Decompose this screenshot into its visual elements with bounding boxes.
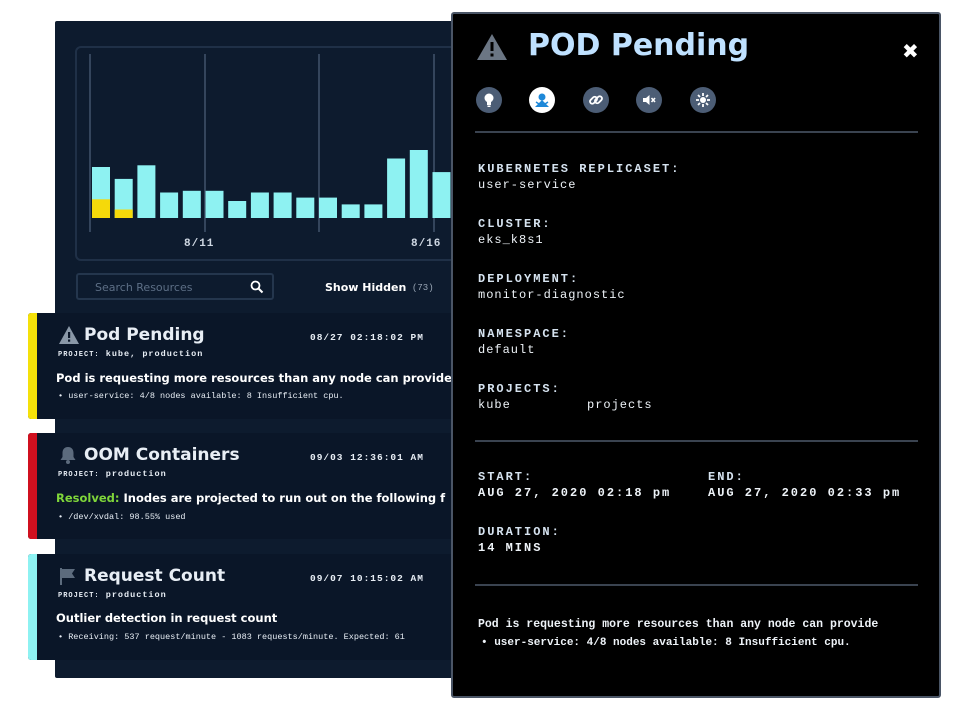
alert-description: Pod is requesting more resources than an…: [56, 371, 452, 385]
end-label: END:: [708, 470, 745, 484]
namespace-value: default: [478, 343, 536, 357]
mute-icon[interactable]: [636, 87, 662, 113]
start-value: AUG 27, 2020 02:18 pm: [478, 486, 672, 500]
warning-icon: [58, 325, 80, 349]
alert-detail: • /dev/xvdal: 98.55% used: [58, 512, 186, 522]
section-divider: [475, 584, 918, 586]
histogram-bar[interactable]: [160, 192, 179, 219]
user-assign-icon[interactable]: [529, 87, 555, 113]
project-label: PROJECT:: [58, 471, 100, 479]
histogram-bar[interactable]: [273, 192, 292, 219]
cluster-value: eks_k8s1: [478, 233, 544, 247]
warning-icon: [475, 32, 509, 66]
detail-bullet: • user-service: 4/8 nodes available: 8 I…: [481, 637, 851, 649]
alert-timestamp: 09/07 10:15:02 AM: [310, 573, 424, 584]
histogram-bar[interactable]: [114, 178, 133, 218]
histogram-bar[interactable]: [250, 192, 269, 219]
link-icon[interactable]: [583, 87, 609, 113]
end-value: AUG 27, 2020 02:33 pm: [708, 486, 902, 500]
duration-value: 14 MINS: [478, 541, 543, 555]
settings-icon[interactable]: [690, 87, 716, 113]
alert-description: Outlier detection in request count: [56, 611, 278, 625]
histogram-bar[interactable]: [205, 190, 224, 218]
alert-description-text: Inodes are projected to run out on the f…: [123, 491, 446, 505]
alert-card[interactable]: Request Count 09/07 10:15:02 AM PROJECT:…: [28, 554, 468, 660]
duration-label: DURATION:: [478, 525, 561, 539]
histogram-bar[interactable]: [319, 197, 337, 218]
histogram-svg: [89, 54, 474, 232]
project-value: kube: [478, 398, 511, 412]
alert-timestamp: 08/27 02:18:02 PM: [310, 332, 424, 343]
x-tick-label: 8/16: [411, 238, 442, 250]
show-hidden-toggle[interactable]: Show Hidden: [325, 281, 407, 294]
deployment-label: DEPLOYMENT:: [478, 272, 580, 286]
alerts-histogram: [75, 46, 475, 261]
alert-title: OOM Containers: [84, 445, 240, 465]
lightbulb-icon[interactable]: [476, 87, 502, 113]
alert-detail-panel: POD Pending ✖ KUBERNETES REPLICASET: use…: [451, 12, 941, 698]
project-value: projects: [587, 398, 653, 412]
histogram-bar[interactable]: [296, 197, 315, 218]
search-placeholder: Search Resources: [95, 281, 193, 294]
severity-stripe: [28, 554, 37, 660]
deployment-value: monitor-diagnostic: [478, 288, 626, 302]
alert-card[interactable]: Pod Pending 08/27 02:18:02 PM PROJECT: k…: [28, 313, 468, 419]
alert-description: Resolved: Inodes are projected to run ou…: [56, 491, 445, 505]
alert-detail-text: /dev/xvdal: 98.55% used: [68, 512, 186, 522]
project-value: production: [105, 469, 167, 479]
histogram-bar[interactable]: [364, 204, 383, 218]
alert-projects: PROJECT: kube, production: [58, 349, 203, 359]
namespace-label: NAMESPACE:: [478, 327, 571, 341]
section-divider: [475, 131, 918, 133]
replicaset-value: user-service: [478, 178, 577, 192]
histogram-bar[interactable]: [387, 158, 406, 219]
histogram-bar[interactable]: [137, 165, 156, 218]
alert-title: Request Count: [84, 566, 226, 586]
detail-title: POD Pending: [528, 28, 750, 63]
close-icon[interactable]: ✖: [902, 39, 919, 63]
severity-stripe: [28, 313, 37, 419]
histogram-bar[interactable]: [409, 150, 428, 218]
project-label: PROJECT:: [58, 351, 100, 359]
alert-projects: PROJECT: production: [58, 590, 167, 600]
alert-detail-text: user-service: 4/8 nodes available: 8 Ins…: [68, 391, 344, 401]
alert-timestamp: 09/03 12:36:01 AM: [310, 452, 424, 463]
alert-projects: PROJECT: production: [58, 469, 167, 479]
start-label: START:: [478, 470, 534, 484]
replicaset-label: KUBERNETES REPLICASET:: [478, 162, 681, 176]
hidden-count: (73): [412, 283, 434, 293]
search-input[interactable]: Search Resources: [76, 273, 274, 300]
flag-icon: [58, 566, 78, 590]
detail-bullet-text: user-service: 4/8 nodes available: 8 Ins…: [494, 637, 851, 649]
detail-description: Pod is requesting more resources than an…: [478, 618, 879, 631]
resolved-label: Resolved:: [56, 491, 120, 505]
x-tick-label: 8/11: [184, 238, 215, 250]
histogram-bar-highlight[interactable]: [92, 199, 110, 218]
alert-detail: • user-service: 4/8 nodes available: 8 I…: [58, 391, 344, 401]
project-label: PROJECT:: [58, 592, 100, 600]
histogram-bar[interactable]: [432, 172, 451, 218]
histogram-bar[interactable]: [182, 190, 201, 218]
cluster-label: CLUSTER:: [478, 217, 552, 231]
projects-label: PROJECTS:: [478, 382, 561, 396]
alert-detail-text: Receiving: 537 request/minute - 1083 req…: [68, 632, 405, 642]
severity-stripe: [28, 433, 37, 539]
project-value: kube, production: [105, 349, 204, 359]
histogram-bar-highlight[interactable]: [114, 209, 133, 219]
bell-icon: [58, 445, 78, 469]
section-divider: [475, 440, 918, 442]
histogram-bar[interactable]: [228, 201, 247, 218]
alert-card[interactable]: OOM Containers 09/03 12:36:01 AM PROJECT…: [28, 433, 468, 539]
project-value: production: [105, 590, 167, 600]
alert-detail: • Receiving: 537 request/minute - 1083 r…: [58, 632, 405, 642]
histogram-bar[interactable]: [341, 204, 360, 218]
search-icon[interactable]: [250, 279, 264, 298]
alert-title: Pod Pending: [84, 325, 205, 345]
